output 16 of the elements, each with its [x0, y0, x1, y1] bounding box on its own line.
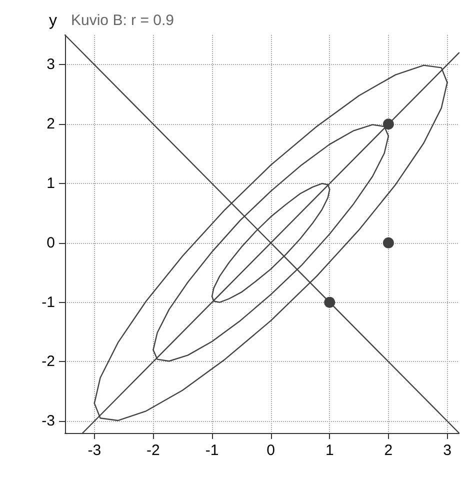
- x-tick-label: 2: [384, 442, 393, 459]
- x-tick-label: -3: [88, 442, 102, 459]
- y-tick-label: -2: [42, 353, 55, 370]
- y-tick-label: 3: [46, 56, 55, 74]
- x-tick-label: 3: [443, 442, 452, 459]
- y-tick-label: -1: [42, 294, 55, 311]
- x-tick-label: 0: [266, 442, 275, 459]
- y-tick-label: 1: [46, 175, 55, 192]
- y-tick-label: 0: [46, 234, 55, 252]
- y-axis-title: y: [49, 12, 57, 30]
- x-tick-label: 1: [325, 442, 334, 459]
- y-tick-label: 2: [46, 116, 55, 133]
- y-tick-label: -3: [42, 412, 55, 430]
- x-tick-label: -2: [146, 442, 160, 459]
- chart-title: Kuvio B: r = 0.9: [71, 12, 174, 29]
- x-tick-label: -1: [205, 442, 219, 459]
